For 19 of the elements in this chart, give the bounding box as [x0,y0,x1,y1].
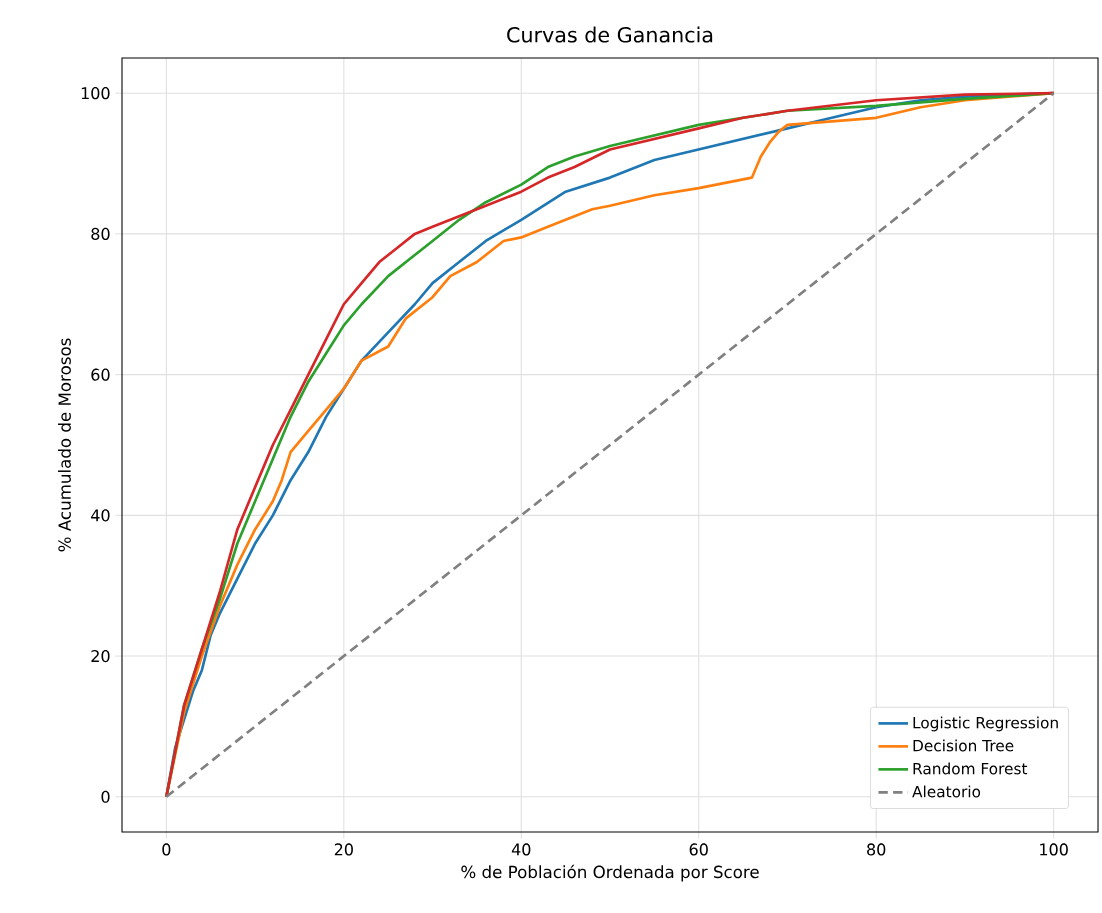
y-tick-label: 60 [91,368,110,381]
y-tick-label: 0 [101,790,110,803]
x-tick-label: 100 [1040,843,1068,856]
x-tick-label: 20 [334,843,353,856]
x-tick-label: 60 [689,843,708,856]
legend-label: Aleatorio [912,785,981,798]
y-tick-label: 100 [81,87,110,100]
y-tick-label: 80 [91,227,110,240]
x-tick-label: 40 [511,843,531,856]
x-axis-title: % de Población Ordenada por Score [461,864,759,882]
x-tick-label: 0 [162,843,171,856]
y-tick-label: 40 [91,509,110,522]
legend-label: Logistic Regression [913,716,1058,732]
x-tick-label: 80 [867,843,886,856]
legend-label: Random Forest [913,762,1028,775]
y-tick-label: 20 [91,650,110,663]
chart-title: Curvas de Ganancia [507,26,713,43]
y-axis-title: % Acumulado de Morosos [58,338,71,552]
legend-label: Decision Tree [913,739,1014,752]
